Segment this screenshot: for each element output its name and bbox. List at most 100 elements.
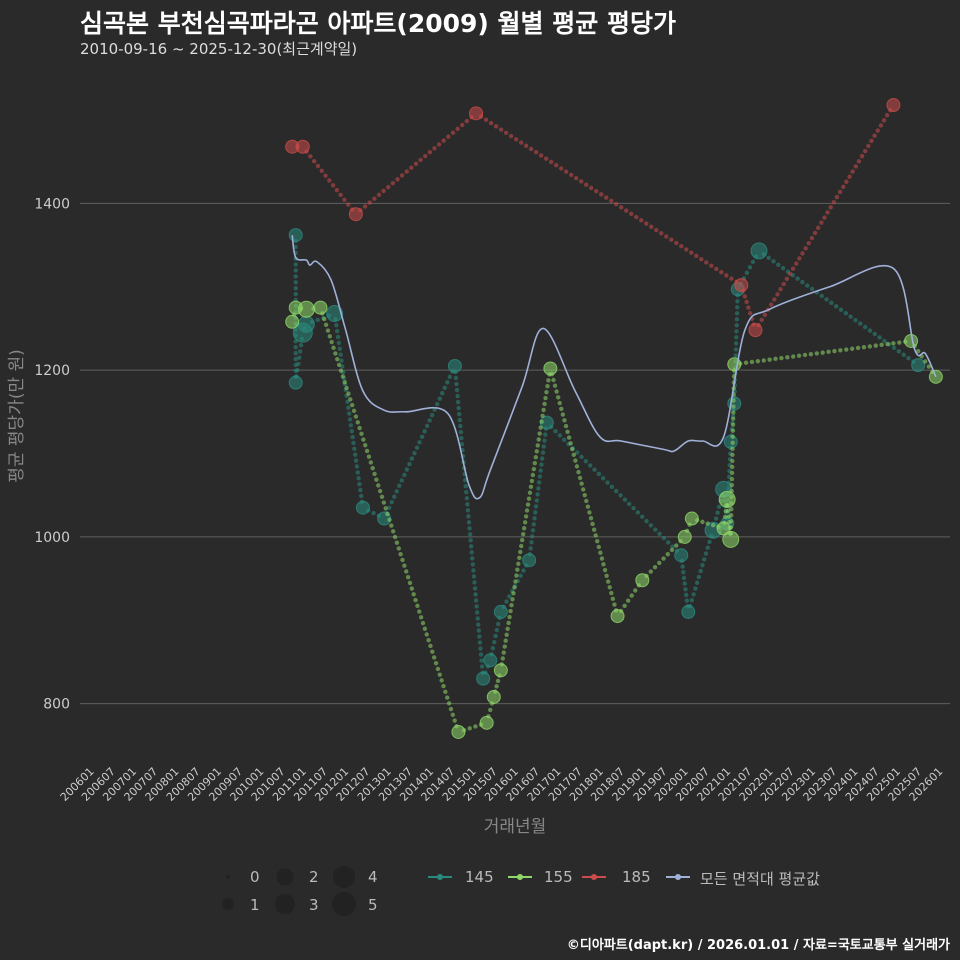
series-145-trail-dot [534,498,540,503]
series-145-point [355,500,370,515]
series-145-trail-dot [293,244,298,250]
series-185-trail-dot [684,247,689,252]
series-185-trail-dot [866,143,871,149]
series-145-point [476,671,491,686]
series-145-trail-dot [609,484,615,490]
series-145-trail-dot [447,374,453,380]
series-145-trail-dot [458,423,463,429]
series-145-trail-dot [455,399,461,405]
series-155-trail-dot [826,349,831,355]
series-155-trail-dot [520,531,526,537]
series-185-trail-dot [346,202,351,207]
y-tick-label: 1400 [34,196,70,212]
series-155-trail-dot [409,586,415,591]
series-155-trail-dot [832,348,837,354]
series-145-trail-dot [490,645,496,651]
series-155 [285,300,943,739]
series-185-trail-dot [709,263,714,268]
series-155-trail-dot [897,340,902,345]
legend-145-dot [437,874,443,880]
series-155-trail-dot [366,454,372,459]
series-145-trail-dot [705,545,710,550]
series-155-trail-dot [392,534,398,540]
legend-avg-dot [675,874,681,880]
series-145-trail-dot [694,580,700,585]
legend-155-dot [517,874,523,880]
series-155-trail-dot [422,626,428,631]
series-145-trail-dot [579,454,584,460]
series-155-trail-dot [536,437,541,442]
series-155-trail-dot [346,391,351,396]
series-185-trail-dot [386,184,391,190]
series-145-trail-dot [352,446,357,452]
series-155-trail-dot [562,418,567,423]
series-145-trail-dot [877,335,882,340]
series-185-trail-dot [342,197,347,202]
series-185-trail-dot [455,126,460,132]
series-155-trail-dot [700,519,705,525]
series-145-trail-dot [657,531,662,537]
series-155-trail-dot [791,354,796,359]
series-145-trail-dot [347,411,352,416]
series-155-trail-dot [729,464,735,470]
series-185-point [886,98,901,113]
series-145-trail-dot [557,433,563,438]
series-145 [288,228,926,686]
series-185-trail-dot [729,276,734,281]
series-155-trail-dot [552,383,558,388]
series-145-trail-dot [293,350,298,356]
series-145-trail-dot [734,335,739,340]
series-185-trail-dot [634,214,639,220]
series-155-trail-dot [467,726,472,731]
series-185-trail-dot [790,266,796,271]
series-155-trail-dot [495,678,501,684]
series-155-trail-dot [437,672,442,677]
series-145-trail-dot [766,255,771,261]
series-145-trail-dot [539,462,544,467]
series-155-point [543,361,558,376]
series-145-trail-dot [537,474,543,479]
series-145-trail-dot [338,352,343,357]
series-155-trail-dot [519,543,524,549]
series-145-trail-dot [295,367,300,373]
series-145-point [681,604,696,619]
series-185-trail-dot [822,215,827,220]
series-145-trail-dot [424,423,430,429]
series-185-trail-dot [427,149,433,155]
series-145-trail-dot [293,274,298,279]
series-145-trail-dot [454,381,459,387]
series-185-trail-dot [573,175,579,181]
series-185-trail-dot [744,299,749,305]
series-145-trail-dot [437,396,442,401]
series-185-trail-dot [831,200,837,205]
series-145-trail-dot [716,504,722,510]
series-155-trail-dot [323,322,329,328]
series-145-trail-dot [417,440,422,445]
series-155-trail-dot [609,590,614,596]
series-155-trail-dot [329,339,334,345]
series-145-trail-dot [750,259,756,265]
series-155-trail-dot [364,448,370,454]
series-185-trail-dot [664,234,669,239]
series-145-trail-dot [521,568,526,573]
series-145-trail-dot [464,490,469,495]
series-155-point [479,715,494,730]
chart-title: 심곡본 부천심곡파라곤 아파트(2009) 월별 평균 평당가 [80,9,676,38]
series-185-trail-dot [508,133,514,139]
series-185-trail-dot [619,205,624,210]
series-155-trail-dot [565,429,570,435]
series-155-point [635,573,650,588]
series-185-trail-dot [594,188,599,194]
series-155-trail-dot [488,707,493,713]
series-155-trail-dot [415,603,420,609]
series-145-trail-dot [682,581,687,586]
series-145-trail-dot [543,432,548,437]
series-155-trail-dot [500,656,505,661]
series-145-trail-dot [355,470,360,475]
series-185-trail-dot [881,118,887,123]
series-145-trail-dot [644,518,649,524]
series-185-trail-dot [878,123,884,128]
series-145-point [326,304,344,322]
series-155-trail-dot [570,446,575,452]
